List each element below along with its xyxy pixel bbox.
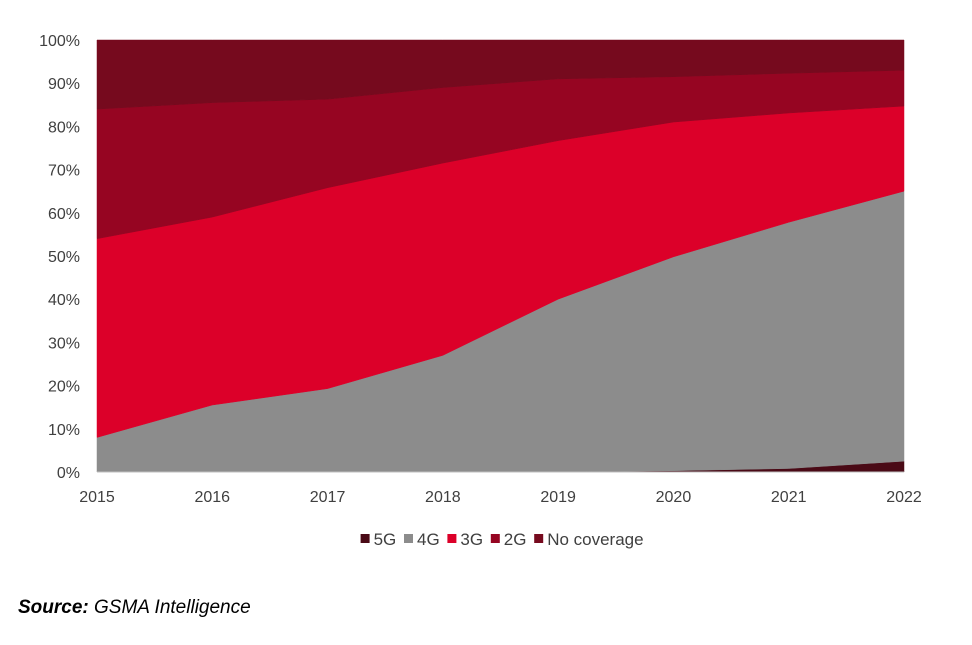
source-note: Source: GSMA Intelligence: [18, 597, 251, 619]
legend-label-5g: 5G: [374, 530, 397, 549]
legend-swatch-3g: [447, 534, 457, 543]
legend-label-no-coverage: No coverage: [547, 530, 643, 549]
y-tick-label: 50%: [48, 249, 80, 266]
x-axis-tick-labels: 2015 2016 2017 2018 2019 2020 2021 2022: [79, 489, 922, 506]
y-tick-label: 40%: [48, 292, 80, 309]
y-tick-label: 100%: [39, 33, 80, 50]
y-tick-label: 80%: [48, 119, 80, 136]
area-series-group: [96, 39, 905, 473]
y-tick-label: 70%: [48, 163, 80, 180]
x-tick-label: 2018: [425, 489, 461, 506]
y-tick-label: 60%: [48, 206, 80, 223]
source-label: Source:: [18, 597, 89, 618]
y-axis-tick-labels: 0% 10% 20% 30% 40% 50% 60% 70% 80% 90% 100%: [39, 33, 80, 482]
y-tick-label: 0%: [57, 465, 80, 482]
y-tick-label: 90%: [48, 76, 80, 93]
legend-swatch-4g: [404, 534, 413, 543]
source-text: GSMA Intelligence: [94, 597, 251, 618]
x-tick-label: 2019: [540, 489, 576, 506]
x-tick-label: 2021: [771, 489, 807, 506]
x-tick-label: 2017: [310, 489, 346, 506]
legend: 5G 4G 3G 2G No coverage: [360, 530, 644, 549]
legend-swatch-5g: [360, 534, 370, 543]
x-tick-label: 2015: [79, 489, 115, 506]
area-no-coverage: [96, 39, 905, 110]
y-tick-label: 20%: [48, 379, 80, 396]
legend-swatch-no-coverage: [534, 534, 544, 543]
legend-swatch-2g: [490, 534, 500, 543]
x-tick-label: 2022: [886, 489, 922, 506]
x-tick-label: 2020: [656, 489, 692, 506]
y-tick-label: 30%: [48, 335, 80, 352]
legend-label-2g: 2G: [504, 530, 527, 549]
y-tick-label: 10%: [48, 422, 80, 439]
legend-label-3g: 3G: [460, 530, 483, 549]
x-tick-label: 2016: [194, 489, 230, 506]
legend-label-4g: 4G: [417, 530, 440, 549]
